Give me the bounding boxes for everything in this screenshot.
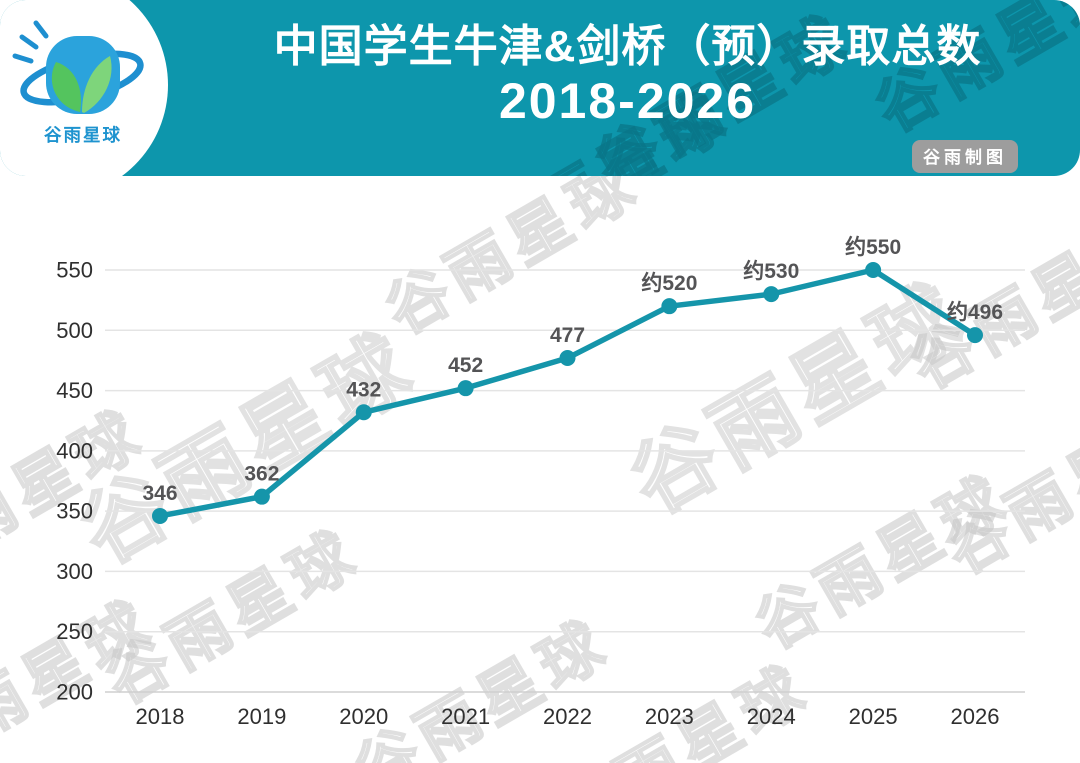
chart-title-line2: 2018-2026 [498, 72, 757, 129]
chart-title-line1: 中国学生牛津&剑桥（预）录取总数 [273, 22, 982, 71]
data-label: 约550 [845, 235, 901, 259]
data-point [865, 262, 882, 278]
y-axis-label: 350 [56, 499, 93, 524]
y-axis-label: 300 [56, 559, 93, 584]
data-point [152, 507, 168, 524]
header-banner: 谷雨星球 谷雨星球 谷雨星球 谷雨星球 中国学生牛津&剑桥（预）录取总数 201… [0, 0, 1080, 176]
y-axis-label: 250 [56, 619, 93, 644]
logo-leaf-left-icon [51, 62, 81, 112]
y-axis-label: 500 [56, 318, 93, 343]
x-axis-label: 2023 [645, 704, 694, 729]
y-axis-label: 550 [56, 258, 93, 283]
credit-badge: 谷雨制图 [912, 140, 1018, 173]
logo-leaf-right-icon [82, 56, 112, 113]
data-point [763, 286, 780, 303]
y-axis-label: 200 [56, 680, 93, 705]
data-label: 452 [448, 354, 483, 377]
x-axis-label: 2018 [136, 704, 185, 729]
data-point [661, 298, 678, 315]
x-axis-label: 2024 [747, 704, 796, 729]
x-axis-label: 2025 [849, 704, 898, 729]
data-point [967, 327, 983, 344]
data-point [355, 404, 372, 421]
trend-line [157, 267, 978, 519]
data-label: 346 [142, 482, 177, 505]
logo-sparkle-lines-icon [12, 20, 49, 64]
data-point [457, 380, 474, 397]
chart-title: 中国学生牛津&剑桥（预）录取总数 2018-2026 [175, 20, 1080, 129]
x-axis-label: 2020 [339, 704, 388, 729]
x-axis-label: 2026 [951, 704, 1000, 729]
data-label: 477 [550, 324, 585, 347]
logo-text: 谷雨星球 [44, 125, 122, 145]
data-label: 432 [346, 378, 381, 401]
data-point [253, 488, 270, 505]
x-axis-label: 2021 [441, 704, 490, 729]
x-axis-label: 2022 [543, 704, 592, 729]
logo: 谷雨星球 [12, 20, 144, 145]
data-label: 约530 [743, 259, 799, 283]
data-label: 约520 [641, 271, 697, 295]
data-label: 362 [244, 463, 279, 486]
y-axis-label: 400 [56, 438, 93, 463]
y-axis-label: 450 [56, 378, 93, 403]
x-axis-label: 2019 [237, 704, 286, 729]
data-label: 约496 [947, 300, 1003, 324]
data-point [559, 350, 576, 367]
